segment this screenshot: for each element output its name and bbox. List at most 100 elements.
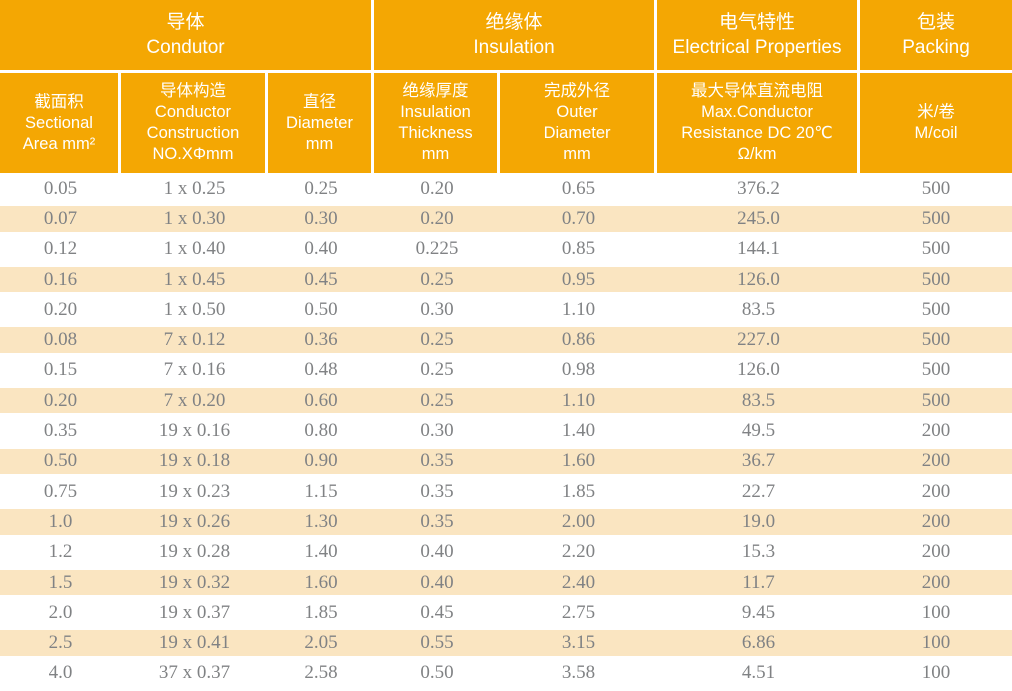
data-cell: 0.50 [304, 298, 338, 320]
table-body: 0.05 1 x 0.25 0.25 0.20 0.65 376.2 500 0… [0, 173, 1012, 688]
data-cell: 0.95 [500, 264, 658, 294]
data-cell: 7 x 0.20 [121, 385, 268, 415]
data-cell: 0.40 [304, 238, 338, 260]
data-cell: 0.35 [43, 420, 78, 442]
table-row: 0.05 1 x 0.25 0.25 0.20 0.65 376.2 500 [0, 173, 1012, 203]
data-cell: 0.20 [43, 298, 78, 320]
data-cell: 0.36 [268, 324, 375, 354]
data-cell: 83.5 [741, 298, 776, 320]
column-header-max-resistance: 最大导体直流电阻 Max.Conductor Resistance DC 20℃… [657, 73, 861, 173]
data-cell: 0.98 [561, 359, 596, 381]
data-cell: 1 x 0.40 [163, 238, 226, 260]
data-cell: 1.85 [304, 601, 338, 623]
data-cell: 1 x 0.25 [163, 177, 226, 199]
data-cell: 0.60 [268, 385, 375, 415]
data-cell: 0.90 [268, 446, 375, 476]
data-cell: 200 [860, 567, 1012, 597]
data-cell: 0.07 [0, 203, 121, 233]
data-cell: 100 [921, 601, 951, 623]
data-cell: 0.40 [420, 541, 454, 563]
data-cell: 1.60 [500, 446, 658, 476]
data-cell: 376.2 [737, 177, 780, 199]
table-row: 1.2 19 x 0.28 1.40 0.40 2.20 15.3 200 [0, 537, 1012, 567]
table-row: 0.35 19 x 0.16 0.80 0.30 1.40 49.5 200 [0, 415, 1012, 445]
data-cell: 144.1 [737, 238, 780, 260]
data-cell: 500 [921, 238, 951, 260]
data-cell: 0.35 [374, 506, 501, 536]
data-cell: 0.75 [43, 480, 78, 502]
data-cell: 0.20 [420, 177, 454, 199]
data-cell: 0.45 [268, 264, 375, 294]
data-cell: 500 [860, 385, 1012, 415]
data-cell: 0.40 [374, 567, 501, 597]
data-cell: 126.0 [657, 264, 861, 294]
data-cell: 11.7 [657, 567, 861, 597]
data-cell: 19 x 0.28 [158, 541, 231, 563]
table-row: 0.15 7 x 0.16 0.48 0.25 0.98 126.0 500 [0, 355, 1012, 385]
data-cell: 0.25 [374, 385, 501, 415]
data-cell: 3.15 [500, 627, 658, 657]
data-cell: 2.5 [0, 627, 121, 657]
data-cell: 22.7 [741, 480, 776, 502]
data-cell: 1.40 [304, 541, 338, 563]
data-cell: 3.58 [561, 662, 596, 684]
data-cell: 1 x 0.30 [121, 203, 268, 233]
data-cell: 2.20 [561, 541, 596, 563]
data-cell: 1.85 [561, 480, 596, 502]
table-row: 0.75 19 x 0.23 1.15 0.35 1.85 22.7 200 [0, 476, 1012, 506]
data-cell: 245.0 [657, 203, 861, 233]
data-cell: 227.0 [657, 324, 861, 354]
data-cell: 0.70 [500, 203, 658, 233]
data-cell: 0.05 [43, 177, 78, 199]
data-cell: 500 [921, 359, 951, 381]
table-row: 0.12 1 x 0.40 0.40 0.225 0.85 144.1 500 [0, 234, 1012, 264]
column-header-m-per-coil: 米/卷 M/coil [860, 73, 1012, 173]
table-row: 0.07 1 x 0.30 0.30 0.20 0.70 245.0 500 [0, 203, 1012, 233]
table-row: 0.16 1 x 0.45 0.45 0.25 0.95 126.0 500 [0, 264, 1012, 294]
data-cell: 200 [860, 506, 1012, 536]
data-cell: 19.0 [657, 506, 861, 536]
table-row: 0.20 7 x 0.20 0.60 0.25 1.10 83.5 500 [0, 385, 1012, 415]
data-cell: 83.5 [657, 385, 861, 415]
table-row: 2.0 19 x 0.37 1.85 0.45 2.75 9.45 100 [0, 597, 1012, 627]
data-cell: 500 [860, 324, 1012, 354]
data-cell: 1.10 [561, 298, 596, 320]
data-cell: 200 [860, 446, 1012, 476]
data-cell: 2.58 [304, 662, 338, 684]
column-header-row: 截面积 Sectional Area mm² 导体构造 Conductor Co… [0, 73, 1012, 173]
data-cell: 0.45 [420, 601, 454, 623]
data-cell: 0.15 [43, 359, 78, 381]
data-cell: 0.65 [561, 177, 596, 199]
data-cell: 1.30 [268, 506, 375, 536]
table-row: 2.5 19 x 0.41 2.05 0.55 3.15 6.86 100 [0, 627, 1012, 657]
data-cell: 500 [921, 298, 951, 320]
data-cell: 19 x 0.37 [158, 601, 231, 623]
data-cell: 500 [860, 203, 1012, 233]
data-cell: 500 [860, 264, 1012, 294]
data-cell: 1.10 [500, 385, 658, 415]
data-cell: 19 x 0.41 [121, 627, 268, 657]
data-cell: 200 [921, 541, 951, 563]
data-cell: 0.20 [374, 203, 501, 233]
data-cell: 19 x 0.16 [158, 420, 231, 442]
data-cell: 1.15 [304, 480, 338, 502]
data-cell: 0.16 [0, 264, 121, 294]
data-cell: 0.80 [304, 420, 338, 442]
group-header-packing: 包装 Packing [860, 0, 1012, 73]
data-cell: 200 [921, 420, 951, 442]
table-header: 导体 Condutor 绝缘体 Insulation 电气特性 Electric… [0, 0, 1012, 173]
data-cell: 36.7 [657, 446, 861, 476]
data-cell: 0.30 [268, 203, 375, 233]
data-cell: 100 [921, 662, 951, 684]
group-header-electrical-properties: 电气特性 Electrical Properties [657, 0, 861, 73]
data-cell: 200 [921, 480, 951, 502]
data-cell: 0.48 [304, 359, 338, 381]
data-cell: 49.5 [741, 420, 776, 442]
data-cell: 19 x 0.23 [158, 480, 231, 502]
data-cell: 37 x 0.37 [158, 662, 231, 684]
data-cell: 7 x 0.12 [121, 324, 268, 354]
data-cell: 9.45 [741, 601, 776, 623]
data-cell: 1.5 [0, 567, 121, 597]
data-cell: 19 x 0.32 [121, 567, 268, 597]
column-header-outer-diameter: 完成外径 Outer Diameter mm [500, 73, 658, 173]
